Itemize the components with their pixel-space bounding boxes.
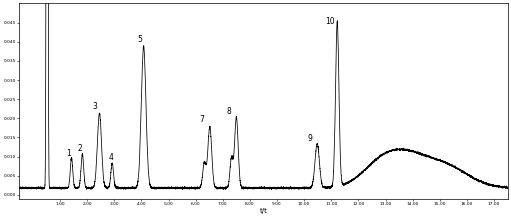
Text: 2: 2 [77, 144, 82, 153]
Text: 7: 7 [199, 115, 204, 124]
X-axis label: t/t: t/t [260, 207, 267, 214]
Text: 3: 3 [92, 102, 97, 111]
Text: 8: 8 [226, 107, 231, 116]
Text: 1: 1 [66, 150, 71, 158]
Text: 4: 4 [109, 153, 113, 162]
Text: 10: 10 [325, 17, 335, 26]
Text: 5: 5 [137, 35, 143, 44]
Text: 9: 9 [307, 134, 312, 143]
